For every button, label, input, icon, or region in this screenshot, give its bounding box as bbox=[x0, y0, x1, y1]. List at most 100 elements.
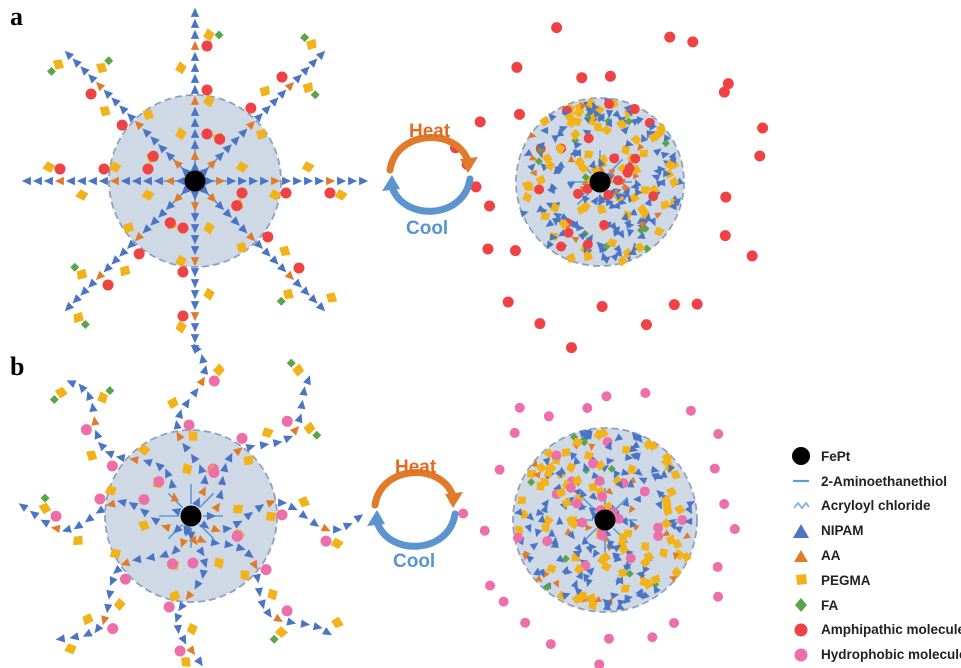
amphipathic-molecule bbox=[142, 163, 154, 175]
nipam-monomer bbox=[556, 516, 564, 525]
aa-monomer bbox=[198, 486, 206, 497]
nipam-monomer bbox=[113, 565, 123, 574]
pegma-monomer bbox=[660, 200, 670, 210]
aa-monomer bbox=[271, 176, 281, 186]
pegma-monomer bbox=[167, 396, 179, 410]
nipam-monomer bbox=[181, 167, 191, 177]
nipam-monomer bbox=[574, 543, 582, 553]
nipam-monomer bbox=[620, 517, 629, 526]
nipam-monomer bbox=[222, 144, 232, 154]
nipam-monomer bbox=[127, 239, 137, 249]
nipam-monomer bbox=[88, 278, 98, 288]
hydrophobic-molecule bbox=[582, 402, 593, 413]
aa-monomer bbox=[180, 537, 188, 548]
amphipathic-molecule bbox=[147, 150, 159, 162]
pegma-monomer bbox=[616, 119, 628, 130]
nipam-monomer bbox=[278, 498, 288, 507]
nipam-monomer bbox=[64, 301, 75, 312]
aminoethanethiol-linker bbox=[198, 492, 215, 509]
nipam-monomer bbox=[259, 441, 270, 450]
nipam-monomer bbox=[567, 530, 575, 540]
nipam-monomer bbox=[293, 176, 303, 186]
pegma-monomer bbox=[279, 245, 291, 256]
amphipathic-molecule bbox=[583, 133, 594, 144]
nipam-monomer bbox=[215, 489, 224, 500]
legend-label: Amphipathic molecule bbox=[821, 622, 961, 638]
fa-molecule bbox=[40, 493, 50, 503]
nipam-monomer bbox=[65, 176, 75, 186]
pegma-monomer bbox=[64, 643, 77, 655]
fa-molecule bbox=[581, 173, 590, 182]
legend-item-amphipathic: Amphipathic molecule bbox=[787, 618, 961, 643]
pegma-monomer bbox=[618, 543, 629, 555]
pegma-monomer bbox=[203, 287, 215, 301]
nipam-monomer bbox=[171, 508, 182, 517]
nipam-monomer bbox=[292, 278, 302, 288]
legend-label: AA bbox=[821, 548, 841, 564]
nipam-monomer bbox=[150, 517, 161, 526]
pegma-monomer bbox=[665, 534, 676, 546]
pegma-monomer bbox=[641, 542, 650, 552]
hydrophobic-molecule bbox=[587, 458, 598, 469]
pegma-monomer bbox=[661, 452, 673, 463]
aa-monomer bbox=[605, 487, 614, 495]
pegma-monomer bbox=[302, 82, 314, 94]
nipam-monomer bbox=[540, 163, 549, 172]
nipam-monomer bbox=[546, 240, 554, 250]
fept-core bbox=[589, 171, 611, 193]
nipam-monomer bbox=[525, 512, 535, 521]
pegma-monomer bbox=[137, 444, 151, 456]
aa-monomer bbox=[245, 120, 256, 131]
fept-core bbox=[594, 509, 616, 531]
nipam-monomer bbox=[660, 469, 668, 478]
nipam-monomer bbox=[190, 334, 200, 344]
fa-molecule bbox=[527, 478, 536, 487]
nipam-monomer bbox=[249, 176, 259, 186]
nipam-monomer bbox=[653, 148, 662, 157]
pegma-monomer bbox=[137, 520, 150, 532]
nipam-monomer bbox=[222, 208, 232, 218]
pegma-monomer bbox=[622, 247, 634, 258]
nipam-monomer bbox=[553, 483, 562, 491]
hydrophobic-molecule bbox=[719, 498, 730, 509]
nipam-monomer bbox=[592, 549, 601, 558]
fa-molecule bbox=[286, 358, 296, 368]
nipam-monomer bbox=[549, 233, 559, 241]
aa-monomer bbox=[522, 553, 529, 561]
hydrophobic-molecule bbox=[713, 428, 724, 439]
hydrophobic-molecule bbox=[653, 522, 664, 533]
nipam-monomer bbox=[590, 196, 599, 206]
nipam-monomer bbox=[80, 286, 90, 296]
pegma-monomer bbox=[82, 613, 94, 626]
pegma-monomer bbox=[618, 568, 627, 578]
nipam-monomer bbox=[573, 149, 581, 158]
pegma-monomer bbox=[521, 180, 533, 191]
pegma-monomer bbox=[527, 469, 537, 478]
amphipathic-molecule bbox=[236, 187, 248, 199]
pegma-monomer bbox=[627, 463, 637, 475]
fept-core bbox=[184, 170, 206, 192]
pegma-monomer bbox=[578, 591, 589, 601]
pegma-monomer bbox=[99, 106, 111, 117]
nipam-monomer bbox=[648, 217, 656, 227]
nipam-monomer bbox=[165, 468, 173, 479]
hydrophobic-molecule bbox=[677, 514, 688, 525]
nipam-monomer bbox=[277, 263, 287, 273]
nipam-monomer bbox=[277, 89, 287, 99]
hydrophobic-molecule bbox=[639, 486, 650, 497]
aa-monomer bbox=[186, 645, 196, 656]
nipam-monomer bbox=[359, 176, 369, 186]
nipam-monomer bbox=[673, 526, 683, 534]
nipam-monomer bbox=[165, 200, 176, 211]
nipam-monomer bbox=[272, 439, 283, 448]
pegma-monomer bbox=[535, 462, 547, 473]
amphipathic-molecule bbox=[484, 200, 496, 212]
nipam-monomer bbox=[190, 62, 200, 72]
nipam-monomer bbox=[525, 555, 535, 563]
nipam-monomer bbox=[634, 468, 643, 476]
aa-monomer bbox=[101, 615, 110, 626]
nipam-monomer bbox=[638, 477, 648, 485]
legend-label: FePt bbox=[821, 448, 851, 464]
nipam-monomer bbox=[165, 151, 176, 162]
nipam-monomer bbox=[686, 500, 695, 509]
